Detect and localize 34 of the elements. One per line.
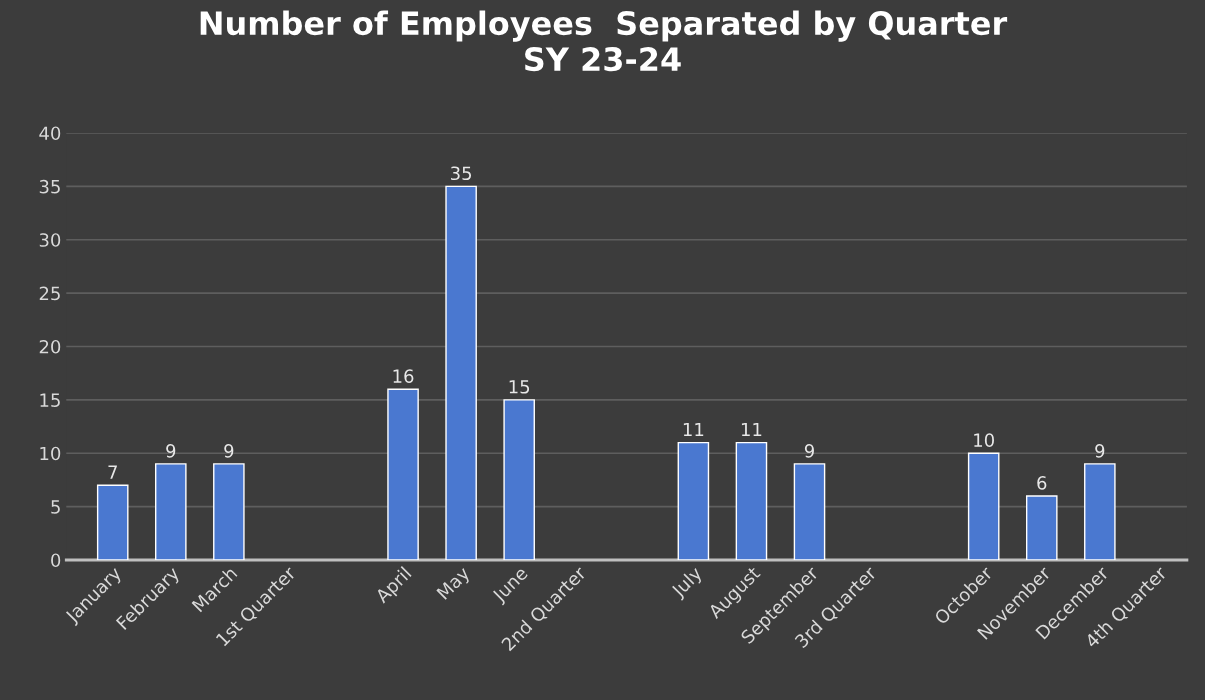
y-tick-label: 30 — [39, 233, 61, 247]
y-tick-label: 25 — [39, 286, 60, 301]
data-label: 9 — [1095, 443, 1105, 458]
y-tick-label: 5 — [51, 500, 60, 514]
data-label: 9 — [166, 443, 176, 458]
y-tick-label: 20 — [39, 339, 61, 354]
bar — [735, 441, 768, 560]
data-label: 16 — [393, 369, 414, 383]
y-tick-label: 35 — [39, 179, 60, 194]
bar — [1084, 463, 1116, 560]
bar — [445, 185, 477, 560]
bar — [967, 452, 1000, 560]
bar — [387, 388, 419, 560]
y-tick-label: 0 — [51, 553, 61, 568]
data-label: 15 — [509, 380, 530, 394]
data-label: 9 — [804, 443, 814, 458]
bar — [503, 399, 535, 560]
data-label: 10 — [974, 433, 994, 447]
data-label: 6 — [1037, 476, 1047, 490]
data-label: 7 — [108, 465, 117, 479]
data-label: 9 — [224, 443, 234, 458]
bar — [96, 484, 129, 560]
data-label: 11 — [683, 422, 704, 437]
bar — [154, 463, 187, 560]
data-label: 11 — [741, 422, 762, 437]
bar — [213, 463, 245, 560]
y-tick-label: 40 — [39, 126, 61, 141]
y-tick-label: 10 — [40, 446, 61, 461]
chart-title: Number of Employees Separated by Quarter SY 23-24 — [200, 10, 1008, 72]
bar — [1025, 495, 1058, 560]
bar — [793, 463, 826, 560]
data-label: 35 — [451, 166, 472, 181]
bar — [677, 441, 710, 560]
y-tick-label: 15 — [40, 393, 60, 407]
